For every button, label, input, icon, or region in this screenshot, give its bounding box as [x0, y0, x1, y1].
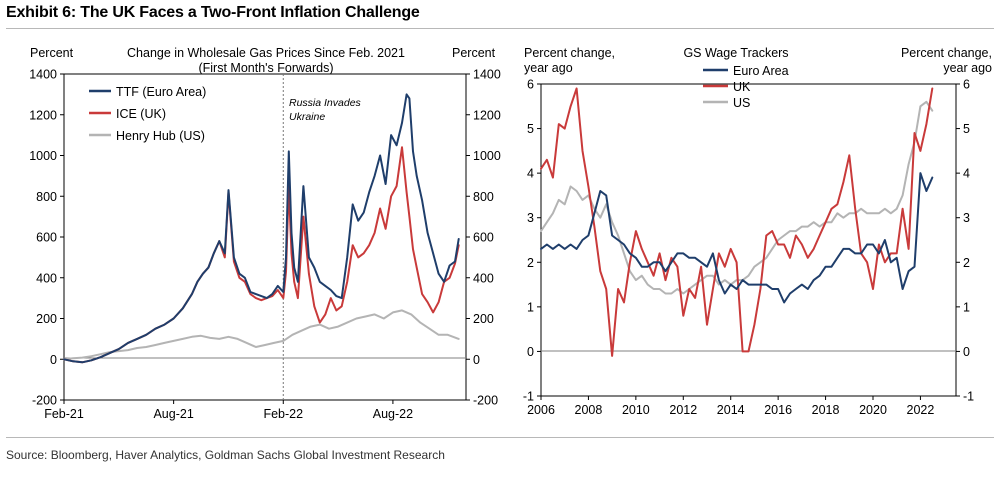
exhibit-title: Exhibit 6: The UK Faces a Two-Front Infl…	[6, 4, 420, 21]
invasion-annotation-line2: Ukraine	[289, 111, 325, 123]
legend-label-henry-hub: Henry Hub (US)	[116, 129, 205, 143]
wage-y-axis-label-right-line1: Percent change,	[901, 46, 992, 60]
legend-label-ttf: TTF (Euro Area)	[116, 85, 206, 99]
l-xtick-label: Feb-21	[44, 407, 84, 421]
l-ytick-left-label: 600	[36, 231, 57, 245]
legend-label-ice: ICE (UK)	[116, 107, 166, 121]
r-xtick-label: 2018	[812, 403, 840, 417]
gas-y-axis-label-left: Percent	[30, 46, 74, 60]
l-ytick-right-label: 1000	[473, 149, 501, 163]
gas-legend: TTF (Euro Area) ICE (UK) Henry Hub (US)	[89, 85, 206, 143]
r-ytick-right-label: 4	[963, 167, 970, 181]
bottom-divider	[6, 437, 994, 438]
wage-chart-title: GS Wage Trackers	[683, 46, 788, 60]
r-ytick-left-label: 2	[527, 256, 534, 270]
gas-chart-subtitle: (First Month's Forwards)	[198, 61, 333, 75]
legend-label-us: US	[733, 96, 750, 110]
us-series-line	[540, 100, 934, 295]
l-ytick-right-label: 1200	[473, 108, 501, 122]
r-ytick-left-label: 6	[527, 78, 534, 92]
l-xtick-label: Aug-21	[153, 407, 193, 421]
l-ytick-right-label: 800	[473, 190, 494, 204]
gas-price-chart: Change in Wholesale Gas Prices Since Feb…	[29, 46, 501, 421]
l-ytick-right-label: 1400	[473, 68, 501, 82]
r-xtick-label: 2014	[717, 403, 745, 417]
r-ytick-left-label: 0	[527, 345, 534, 359]
r-ytick-left-label: -1	[523, 390, 534, 404]
legend-label-uk: UK	[733, 80, 751, 94]
l-ytick-left-label: 800	[36, 190, 57, 204]
invasion-annotation-line1: Russia Invades	[289, 97, 362, 109]
wage-legend: Euro Area UK US	[703, 64, 789, 110]
l-ytick-left-label: 0	[50, 353, 57, 367]
wage-plot-frame	[540, 83, 957, 397]
l-ytick-right-label: -200	[473, 394, 498, 408]
l-ytick-left-label: 1200	[29, 108, 57, 122]
r-ytick-right-label: 2	[963, 256, 970, 270]
top-divider	[6, 28, 994, 29]
wage-y-axis-label-left-line2: year ago	[524, 61, 573, 75]
r-ytick-right-label: 6	[963, 78, 970, 92]
l-ytick-left-label: -200	[32, 394, 57, 408]
henry-hub-series-line	[63, 309, 460, 361]
r-ytick-right-label: 1	[963, 300, 970, 314]
l-ytick-right-label: 0	[473, 353, 480, 367]
r-ytick-left-label: 3	[527, 211, 534, 225]
r-ytick-left-label: 4	[527, 167, 534, 181]
r-ytick-left-label: 5	[527, 122, 534, 136]
r-xtick-label: 2012	[669, 403, 697, 417]
wage-y-axis-label-left-line1: Percent change,	[524, 46, 615, 60]
r-ytick-left-label: 1	[527, 300, 534, 314]
wage-tracker-chart: GS Wage Trackers Percent change, year ag…	[523, 46, 992, 417]
source-note: Source: Bloomberg, Haver Analytics, Gold…	[6, 448, 445, 462]
l-ytick-left-label: 1000	[29, 149, 57, 163]
euro-area-series-line	[540, 172, 934, 304]
l-ytick-right-label: 400	[473, 271, 494, 285]
legend-label-euro-area: Euro Area	[733, 64, 789, 78]
r-xtick-label: 2006	[527, 403, 555, 417]
l-ytick-right-label: 600	[473, 231, 494, 245]
uk-series-line	[540, 87, 934, 357]
r-xtick-label: 2010	[622, 403, 650, 417]
r-ytick-right-label: -1	[963, 390, 974, 404]
r-ytick-right-label: 3	[963, 211, 970, 225]
l-ytick-left-label: 1400	[29, 68, 57, 82]
r-xtick-label: 2022	[907, 403, 935, 417]
l-ytick-left-label: 400	[36, 271, 57, 285]
r-ytick-right-label: 0	[963, 345, 970, 359]
ice-series-line	[63, 146, 460, 364]
l-xtick-label: Feb-22	[263, 407, 303, 421]
r-ytick-right-label: 5	[963, 122, 970, 136]
gas-y-axis-label-right: Percent	[452, 46, 496, 60]
ttf-series-line	[63, 93, 460, 364]
r-xtick-label: 2008	[575, 403, 603, 417]
gas-plot-frame	[63, 73, 467, 401]
l-ytick-left-label: 200	[36, 312, 57, 326]
wage-y-axis-label-right-line2: year ago	[943, 61, 992, 75]
gas-chart-title: Change in Wholesale Gas Prices Since Feb…	[127, 46, 405, 60]
r-xtick-label: 2020	[859, 403, 887, 417]
l-xtick-label: Aug-22	[373, 407, 413, 421]
l-ytick-right-label: 200	[473, 312, 494, 326]
r-xtick-label: 2016	[764, 403, 792, 417]
